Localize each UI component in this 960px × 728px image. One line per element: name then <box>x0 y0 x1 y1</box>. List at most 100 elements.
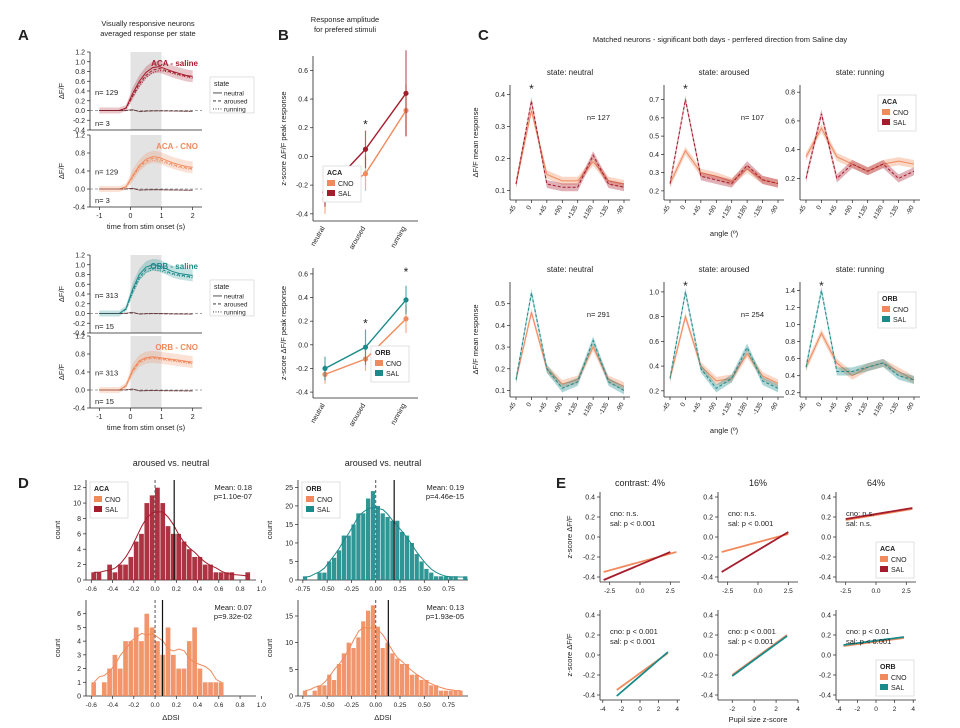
trace-nonresponsive <box>99 188 193 191</box>
histogram-bar <box>448 576 453 580</box>
histogram-bar <box>155 487 160 580</box>
sem-band <box>670 287 778 393</box>
n-nonresponsive: n= 3 <box>95 196 110 205</box>
y-axis-label: ΔF/F <box>57 285 66 302</box>
regression-line-CNO <box>843 637 905 647</box>
xtick-label: -45 <box>797 204 808 216</box>
subplot-title: state: neutral <box>547 68 593 77</box>
legend-swatch <box>306 506 314 512</box>
panel-C-ytick-label: 0.4 <box>649 152 659 159</box>
legend-swatch <box>94 506 102 512</box>
kde-curve <box>305 626 461 692</box>
histogram-bar <box>361 513 366 580</box>
n-responsive: n= 129 <box>95 168 118 177</box>
histogram-bar <box>385 642 390 696</box>
panel-C-ytick-label: 0.4 <box>495 323 505 330</box>
xtick-label: -2.5 <box>604 588 616 595</box>
panel-C-ytick-label: 1.0 <box>649 289 659 296</box>
legend-entry: aroused <box>224 301 248 308</box>
panel-E-subplot: 0.4 0.2 0.0 -0.2 -0.4 -2 0 2 4 cno: p < 0.001sal:… <box>701 610 800 724</box>
panel-E-ytick-label: 0.2 <box>703 515 713 522</box>
panel-A-ytick-label: 1.0 <box>75 262 85 269</box>
histogram-bar <box>133 627 139 696</box>
sem-band <box>806 124 914 176</box>
legend-entry: aroused <box>224 98 248 105</box>
xtick-label: ±180 <box>872 204 885 220</box>
panel-letter-A: A <box>18 27 29 44</box>
panel-B-subplot: 0.6 0.4 0.2 0.0 -0.2 -0.4 * * neutral aroused runn… <box>279 265 418 428</box>
xtick-label: +90 <box>552 204 564 217</box>
histogram-bar <box>385 517 390 580</box>
panel-E-ytick-label: 0.0 <box>821 653 831 660</box>
panel-C-ytick-label: 0.3 <box>495 345 505 352</box>
xtick-label: +90 <box>842 401 854 414</box>
xtick-label: -0.6 <box>86 702 98 709</box>
n-neurons: n= 107 <box>741 113 764 122</box>
histogram-bar <box>176 533 182 580</box>
panel-E-ytick-label: 0.2 <box>585 515 595 522</box>
tuning-curve-SAL <box>515 100 625 188</box>
panel-E-ytick-label: 0.2 <box>821 633 831 640</box>
histogram-bar <box>404 664 410 696</box>
legend-box <box>209 76 255 114</box>
panel-A-ytick-label: 0.8 <box>75 69 85 76</box>
xtick-label: -0.75 <box>295 702 310 709</box>
xtick-label: +135 <box>720 204 734 221</box>
xtick-label: 0 <box>525 204 533 211</box>
histogram-bar <box>160 503 166 580</box>
legend-swatch <box>882 119 890 125</box>
n-neurons: n= 291 <box>587 310 610 319</box>
panel-A-ytick-label: 0.2 <box>75 98 85 105</box>
histogram-bar <box>192 627 197 696</box>
histogram-bar <box>390 520 395 580</box>
histogram-bar <box>375 626 380 696</box>
histogram-bar <box>171 654 176 696</box>
histogram-bar <box>229 572 235 580</box>
panel-D-subplot: 15 10 5 0-0.75 -0.50 -0.25 0.00 0.25 0.50 0.75 Mea… <box>265 600 468 722</box>
y-axis-label: z-score ΔF/F <box>565 515 574 558</box>
panel-D-ytick-label: 1 <box>77 680 81 687</box>
region-legend: ORB CNO SAL <box>875 659 915 697</box>
xtick-label: -135 <box>888 401 901 416</box>
trace-nonresponsive <box>99 388 193 392</box>
panel-A-ytick-label: 1.2 <box>75 50 85 57</box>
panel-C-ytick-label: 0.2 <box>495 156 505 163</box>
tuning-curve-SAL <box>515 292 625 391</box>
histogram-bar <box>409 542 414 580</box>
xtick-label: -0.2 <box>128 586 140 593</box>
subplot-title: ORB - saline <box>150 262 198 271</box>
category-label: aroused <box>349 402 368 427</box>
xtick-label: -90 <box>769 401 780 413</box>
xtick-label: 2 <box>893 706 897 713</box>
panel-A-ytick-label: -0.4 <box>73 128 85 135</box>
xtick-label: ±180 <box>736 204 749 220</box>
legend-entry: SAL <box>338 191 351 198</box>
panel-E-ytick-label: 0.4 <box>821 613 831 620</box>
panel-D-ytick-label: 0 <box>289 578 293 585</box>
x-axis-label: ΔDSI <box>374 713 392 722</box>
histogram-bar <box>139 641 144 696</box>
legend-entry: SAL <box>891 685 904 692</box>
legend-entry: CNO <box>386 361 402 368</box>
xtick-label: -0.75 <box>295 586 310 593</box>
sem-band <box>99 60 193 114</box>
xtick-label: -90 <box>615 204 626 216</box>
histogram-bar <box>443 576 448 580</box>
panel-B-ytick-label: 0.2 <box>298 319 308 326</box>
y-axis-label: count <box>265 638 274 657</box>
panel-E-ytick-label: -0.2 <box>701 673 713 680</box>
regression-line-CNO <box>721 533 789 553</box>
panel-D-ytick-label: 15 <box>285 522 293 529</box>
panel-C-ytick-label: 0.4 <box>785 147 795 154</box>
legend-box <box>209 279 255 317</box>
xtick-label: +90 <box>552 401 564 414</box>
xtick-label: ±180 <box>872 401 885 417</box>
xtick-label: 1 <box>160 414 164 421</box>
histogram-bar <box>434 576 439 580</box>
legend-title: ACA <box>882 99 897 106</box>
xtick-label: -135 <box>888 204 901 219</box>
xtick-label: -0.50 <box>320 702 335 709</box>
significance-star: * <box>683 82 688 96</box>
